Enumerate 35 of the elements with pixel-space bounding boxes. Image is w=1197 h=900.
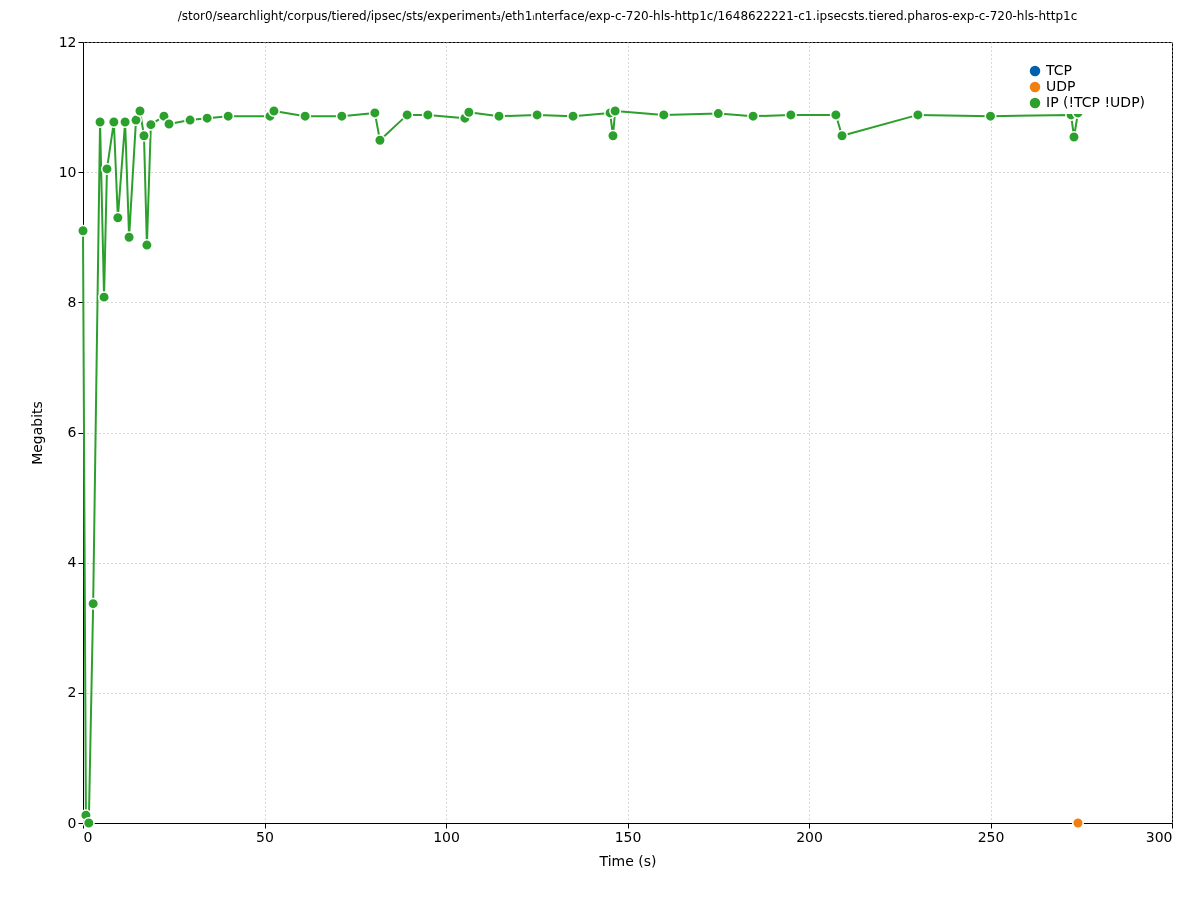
y-tick-label: 0 <box>67 814 77 831</box>
x-tick-label: 300 <box>1145 828 1173 845</box>
x-tick-label: 200 <box>796 828 823 845</box>
y-tick-label: 6 <box>67 424 77 440</box>
point <box>100 162 113 175</box>
point <box>130 114 142 127</box>
point <box>1071 817 1084 829</box>
y-tick-label: 12 <box>58 33 77 50</box>
point <box>335 110 348 123</box>
point <box>267 105 280 117</box>
point <box>462 106 475 119</box>
x-tick-label: 50 <box>256 828 274 845</box>
y-tick-label: 4 <box>67 554 77 571</box>
y-tick-label: 2 <box>67 684 77 701</box>
y-tick-label: 8 <box>67 293 77 310</box>
x-tick-label: 150 <box>614 828 642 845</box>
point <box>836 129 849 142</box>
x-axis-title: Time (s) <box>598 852 657 869</box>
x-tick-label: 250 <box>977 828 1005 845</box>
legend-label: IP (!TCP !UDP) <box>1046 94 1146 110</box>
point <box>299 110 312 123</box>
legend-label: UDP <box>1046 78 1076 94</box>
point <box>163 118 176 130</box>
y-axis-title: Megabits <box>28 401 45 465</box>
y-tick-label: 10 <box>58 163 77 180</box>
legend-label: TCP <box>1045 62 1072 78</box>
point <box>82 817 95 829</box>
point <box>609 105 622 117</box>
point <box>134 105 146 117</box>
point <box>222 110 235 123</box>
point <box>77 224 89 237</box>
x-tick-label: 100 <box>433 828 460 845</box>
x-tick-label: 0 <box>83 828 93 845</box>
chart-title: /stor0/searchlight/corpus/tiered/ipsec/sts/experiment₃/eth1ᵢnterface/exp-c-720-hls-http1c/1648622221-c1.ipsecsts.tiered.pharos-exp-c-720-hls-http1c <box>177 9 1078 23</box>
point <box>984 110 997 123</box>
